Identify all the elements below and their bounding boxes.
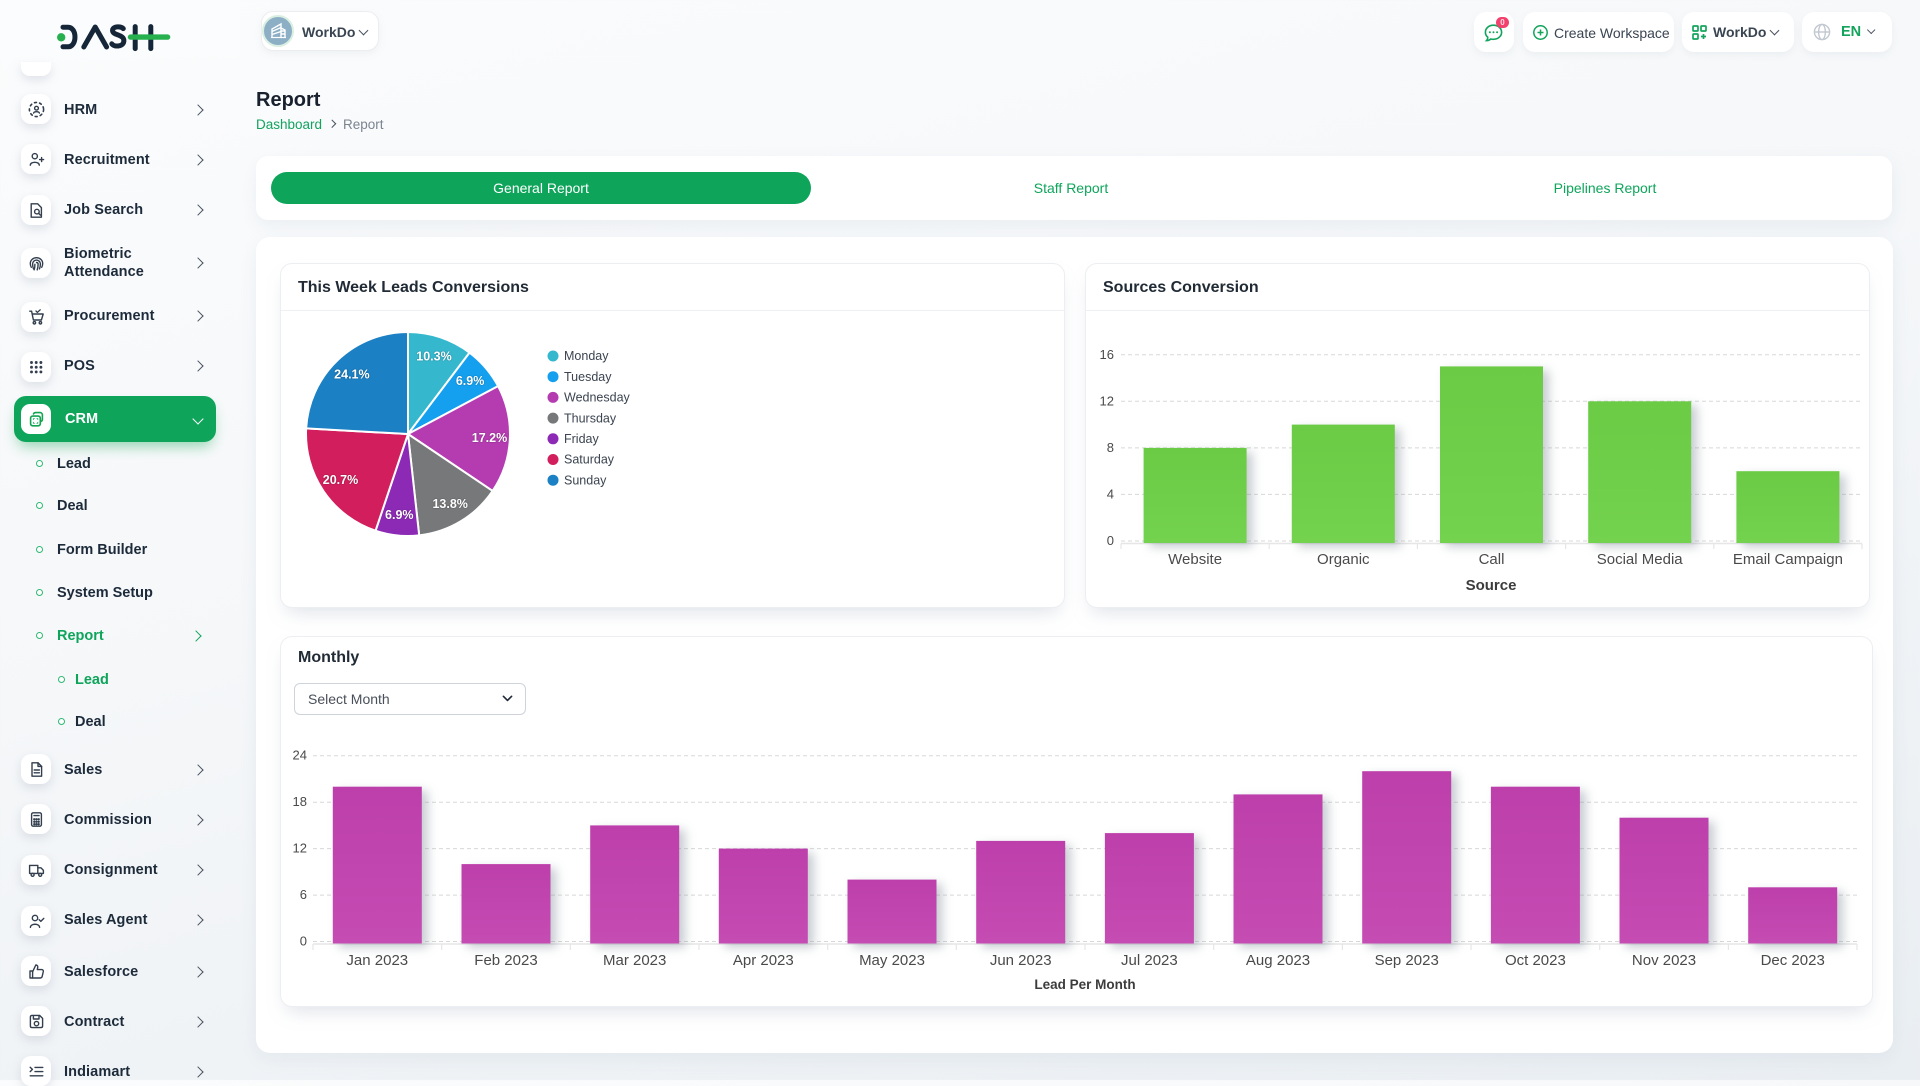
svg-text:Nov 2023: Nov 2023 bbox=[1632, 952, 1696, 969]
svg-text:May 2023: May 2023 bbox=[859, 952, 925, 969]
svg-text:Lead Per Month: Lead Per Month bbox=[1034, 977, 1135, 992]
svg-text:Monday: Monday bbox=[564, 349, 609, 363]
svg-text:Jun 2023: Jun 2023 bbox=[990, 952, 1052, 969]
svg-text:Jul 2023: Jul 2023 bbox=[1121, 952, 1178, 969]
svg-text:17.2%: 17.2% bbox=[472, 431, 507, 445]
svg-text:Call: Call bbox=[1479, 551, 1505, 568]
svg-text:Feb 2023: Feb 2023 bbox=[474, 952, 537, 969]
svg-text:4: 4 bbox=[1107, 486, 1114, 501]
svg-text:Friday: Friday bbox=[564, 432, 599, 446]
svg-text:12: 12 bbox=[293, 841, 307, 856]
svg-text:Thursday: Thursday bbox=[564, 411, 617, 425]
svg-text:6.9%: 6.9% bbox=[456, 374, 485, 388]
svg-text:Email Campaign: Email Campaign bbox=[1733, 551, 1843, 568]
svg-text:Social Media: Social Media bbox=[1597, 551, 1684, 568]
svg-text:20.7%: 20.7% bbox=[323, 473, 358, 487]
svg-text:10.3%: 10.3% bbox=[416, 350, 451, 364]
svg-text:Sunday: Sunday bbox=[564, 473, 607, 487]
svg-text:16: 16 bbox=[1100, 347, 1114, 362]
svg-text:Organic: Organic bbox=[1317, 551, 1370, 568]
svg-text:0: 0 bbox=[300, 934, 307, 949]
svg-text:Oct 2023: Oct 2023 bbox=[1505, 952, 1566, 969]
svg-text:12: 12 bbox=[1100, 393, 1114, 408]
svg-text:Mar 2023: Mar 2023 bbox=[603, 952, 666, 969]
svg-text:6: 6 bbox=[300, 887, 307, 902]
svg-text:13.8%: 13.8% bbox=[432, 497, 467, 511]
svg-text:Saturday: Saturday bbox=[564, 453, 615, 467]
svg-text:8: 8 bbox=[1107, 440, 1114, 455]
svg-text:18: 18 bbox=[293, 794, 307, 809]
svg-text:Sep 2023: Sep 2023 bbox=[1375, 952, 1439, 969]
svg-text:Dec 2023: Dec 2023 bbox=[1761, 952, 1825, 969]
svg-text:24: 24 bbox=[293, 748, 307, 763]
svg-text:Aug 2023: Aug 2023 bbox=[1246, 952, 1310, 969]
svg-text:Wednesday: Wednesday bbox=[564, 391, 631, 405]
svg-text:Tuesday: Tuesday bbox=[564, 370, 612, 384]
svg-text:Website: Website bbox=[1168, 551, 1222, 568]
svg-text:0: 0 bbox=[1107, 533, 1114, 548]
svg-text:24.1%: 24.1% bbox=[334, 368, 369, 382]
svg-text:Apr 2023: Apr 2023 bbox=[733, 952, 794, 969]
svg-text:6.9%: 6.9% bbox=[385, 508, 414, 522]
svg-text:Jan 2023: Jan 2023 bbox=[346, 952, 408, 969]
svg-text:Source: Source bbox=[1466, 577, 1517, 594]
